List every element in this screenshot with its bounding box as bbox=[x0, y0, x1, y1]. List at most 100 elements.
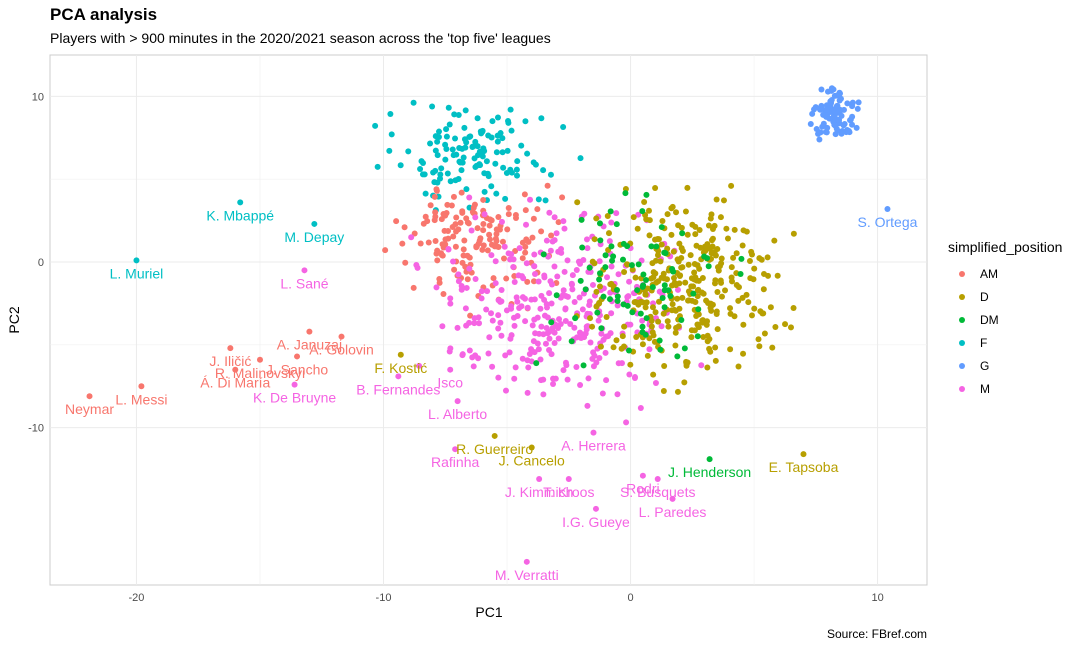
data-point-m bbox=[503, 307, 510, 314]
data-point-m bbox=[608, 219, 615, 226]
data-point-m bbox=[546, 335, 553, 342]
data-point-am bbox=[402, 259, 409, 266]
data-point-am bbox=[480, 196, 487, 203]
data-point-d bbox=[663, 276, 670, 283]
data-point-f bbox=[452, 177, 459, 184]
data-point-am bbox=[548, 232, 555, 239]
data-point-d bbox=[694, 293, 701, 300]
data-point-d bbox=[761, 330, 768, 337]
data-point-am bbox=[401, 224, 408, 231]
data-point-am bbox=[477, 235, 484, 242]
data-point-m bbox=[573, 266, 580, 273]
point-label: J. Kimmich bbox=[505, 484, 573, 500]
data-point-f bbox=[447, 178, 454, 185]
y-tick-label: 0 bbox=[38, 257, 44, 269]
data-point-m bbox=[447, 295, 454, 302]
data-point-f bbox=[471, 155, 478, 162]
data-point-m bbox=[523, 260, 530, 267]
axes: -20 -10 0 10 -10 0 10 bbox=[28, 91, 884, 604]
data-point-m bbox=[587, 339, 594, 346]
data-point-m bbox=[506, 349, 513, 356]
data-point-m bbox=[535, 278, 542, 285]
data-point-d bbox=[745, 299, 752, 306]
data-point-m bbox=[446, 348, 453, 355]
data-point-g bbox=[807, 121, 814, 128]
data-point-m bbox=[529, 322, 536, 329]
data-point-d bbox=[685, 297, 692, 304]
data-point-d bbox=[718, 293, 725, 300]
data-point-m bbox=[567, 321, 574, 328]
data-point-m bbox=[543, 304, 550, 311]
data-point-d bbox=[676, 305, 683, 312]
data-point-m bbox=[583, 236, 590, 243]
data-point-m bbox=[563, 362, 570, 369]
data-point-d bbox=[679, 294, 686, 301]
data-point-m bbox=[510, 263, 517, 270]
data-point-m bbox=[492, 280, 499, 287]
data-point-m bbox=[604, 274, 611, 281]
data-point-m bbox=[573, 364, 580, 371]
data-point-d bbox=[688, 275, 695, 282]
data-point-d bbox=[691, 327, 698, 334]
data-point-d bbox=[632, 274, 639, 281]
data-point-d bbox=[688, 283, 695, 290]
data-point-d bbox=[669, 307, 676, 314]
data-point-m bbox=[652, 379, 659, 386]
data-point-am bbox=[436, 279, 443, 286]
data-point-d bbox=[740, 321, 747, 328]
data-point-d bbox=[747, 275, 754, 282]
data-point-m bbox=[481, 211, 488, 218]
data-point-d bbox=[678, 254, 685, 261]
data-point-g bbox=[824, 124, 831, 131]
data-point-am bbox=[479, 246, 486, 253]
data-point-d bbox=[646, 232, 653, 239]
data-point-am bbox=[411, 230, 418, 237]
data-point-m bbox=[463, 284, 470, 291]
data-point-f bbox=[437, 175, 444, 182]
data-point-m bbox=[537, 356, 544, 363]
data-point-m bbox=[472, 352, 479, 359]
data-point-dm bbox=[629, 309, 636, 316]
data-point-d bbox=[672, 329, 679, 336]
chart-title: PCA analysis bbox=[50, 5, 158, 24]
data-point-g bbox=[854, 105, 861, 112]
data-point-m bbox=[546, 290, 553, 297]
labeled-point bbox=[491, 432, 498, 439]
data-point-m bbox=[560, 218, 567, 225]
data-point-d bbox=[693, 277, 700, 284]
data-point-dm bbox=[737, 270, 744, 277]
point-label: J. Iličić bbox=[209, 353, 251, 369]
data-point-m bbox=[569, 272, 576, 279]
data-point-m bbox=[564, 293, 571, 300]
labeled-point bbox=[452, 446, 459, 453]
labeled-point bbox=[592, 505, 599, 512]
data-point-d bbox=[687, 252, 694, 259]
data-point-f bbox=[489, 118, 496, 125]
data-point-d bbox=[654, 235, 661, 242]
data-point-m bbox=[608, 263, 615, 270]
data-point-m bbox=[454, 324, 461, 331]
data-point-f bbox=[538, 115, 545, 122]
data-point-d bbox=[633, 334, 640, 341]
data-point-dm bbox=[625, 347, 632, 354]
data-point-m bbox=[511, 375, 518, 382]
data-point-g bbox=[811, 106, 818, 113]
data-point-f bbox=[535, 196, 542, 203]
data-point-f bbox=[507, 106, 514, 113]
data-point-f bbox=[494, 114, 501, 121]
data-point-d bbox=[574, 199, 581, 206]
data-point-m bbox=[542, 340, 549, 347]
data-point-d bbox=[668, 231, 675, 238]
data-point-m bbox=[551, 214, 558, 221]
data-point-am bbox=[463, 215, 470, 222]
data-point-d bbox=[746, 257, 753, 264]
data-point-dm bbox=[639, 329, 646, 336]
data-point-am bbox=[466, 254, 473, 261]
data-point-f bbox=[455, 112, 462, 119]
data-point-m bbox=[447, 300, 454, 307]
data-point-d bbox=[727, 346, 734, 353]
data-point-m bbox=[498, 286, 505, 293]
data-point-m bbox=[478, 288, 485, 295]
labeled-point bbox=[237, 199, 244, 206]
data-point-f bbox=[443, 133, 450, 140]
